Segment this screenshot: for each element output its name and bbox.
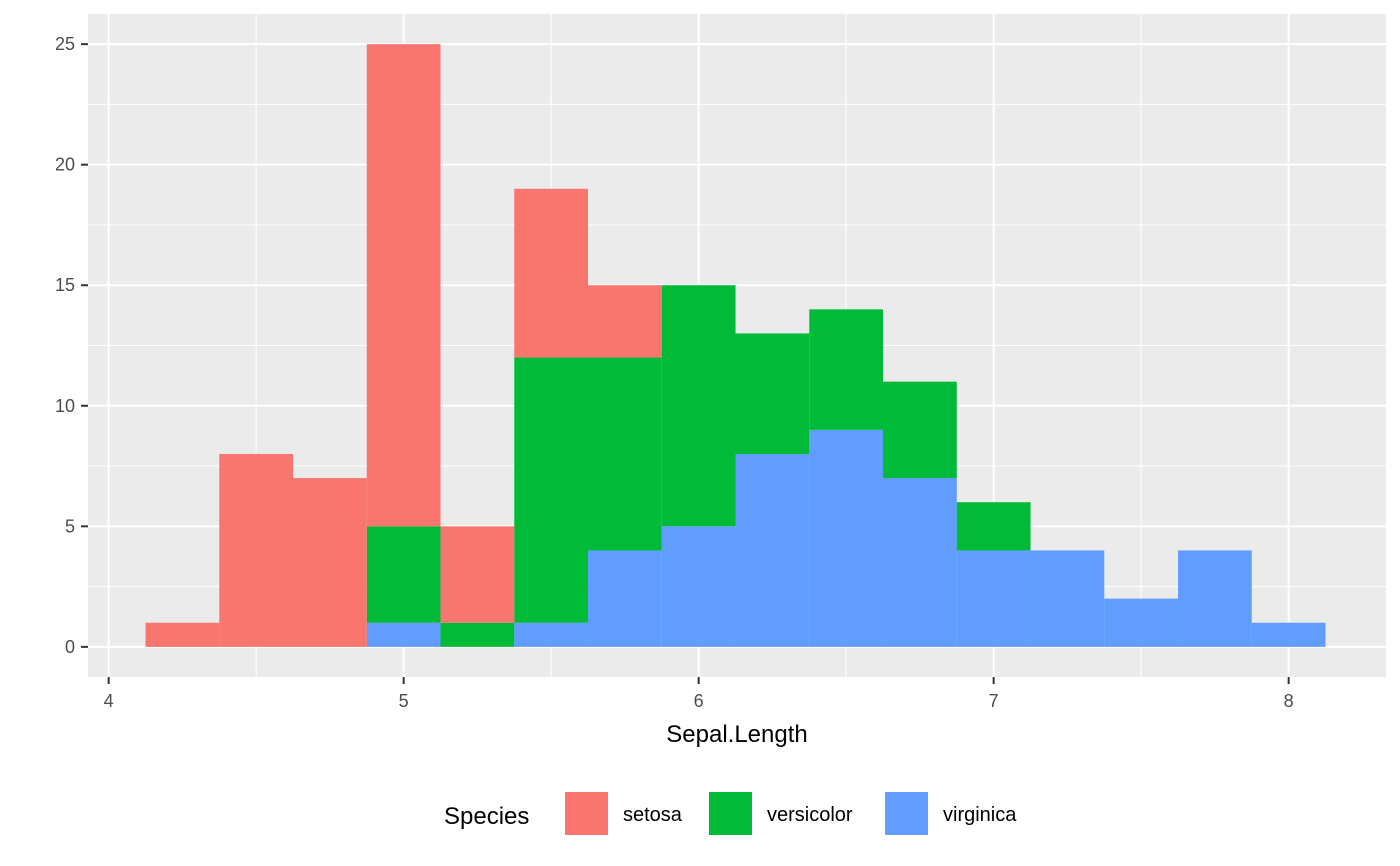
bar-virginica bbox=[514, 622, 589, 647]
x-tick-label: 6 bbox=[694, 691, 704, 711]
legend-key-versicolor bbox=[709, 792, 752, 835]
y-tick-label: 10 bbox=[55, 396, 75, 416]
bar-versicolor bbox=[661, 285, 736, 527]
x-axis: 4 5 6 7 8 bbox=[104, 677, 1294, 711]
bar-virginica bbox=[588, 550, 662, 647]
bar-virginica bbox=[1251, 622, 1326, 647]
bar-versicolor bbox=[514, 357, 589, 623]
bar-setosa bbox=[293, 478, 367, 647]
bar-layer bbox=[145, 44, 1326, 647]
y-tick-label: 0 bbox=[65, 637, 75, 657]
bar-virginica bbox=[366, 622, 441, 647]
bar-virginica bbox=[661, 526, 736, 647]
bar-setosa bbox=[366, 44, 441, 527]
y-tick-label: 20 bbox=[55, 155, 75, 175]
legend-label-versicolor: versicolor bbox=[767, 804, 853, 826]
x-axis-title: Sepal.Length bbox=[666, 721, 807, 748]
legend-key-virginica bbox=[885, 792, 928, 835]
bar-setosa bbox=[145, 622, 220, 647]
bar-setosa bbox=[440, 526, 515, 623]
bar-versicolor bbox=[809, 309, 884, 430]
legend: Species setosa versicolor virginica bbox=[444, 792, 1017, 835]
legend-label-setosa: setosa bbox=[623, 804, 683, 826]
x-tick-label: 7 bbox=[989, 691, 999, 711]
bar-versicolor bbox=[588, 357, 662, 551]
bar-virginica bbox=[1178, 550, 1252, 647]
bar-setosa bbox=[219, 453, 294, 647]
legend-title: Species bbox=[444, 803, 529, 830]
bar-versicolor bbox=[956, 502, 1031, 551]
y-tick-label: 5 bbox=[65, 516, 75, 536]
bar-virginica bbox=[883, 478, 957, 647]
legend-entries: setosa versicolor virginica bbox=[565, 792, 1017, 835]
y-tick-label: 15 bbox=[55, 275, 75, 295]
bar-virginica bbox=[1030, 550, 1105, 647]
bar-versicolor bbox=[735, 333, 810, 454]
bar-setosa bbox=[588, 285, 662, 358]
x-tick-label: 8 bbox=[1284, 691, 1294, 711]
bar-virginica bbox=[735, 453, 810, 647]
legend-key-setosa bbox=[565, 792, 608, 835]
x-tick-label: 5 bbox=[399, 691, 409, 711]
legend-label-virginica: virginica bbox=[943, 804, 1017, 826]
bar-virginica bbox=[809, 429, 884, 647]
bar-virginica bbox=[956, 550, 1031, 647]
bar-virginica bbox=[1104, 598, 1179, 647]
bar-setosa bbox=[514, 188, 589, 358]
y-tick-label: 25 bbox=[55, 34, 75, 54]
x-tick-label: 4 bbox=[104, 691, 114, 711]
bar-versicolor bbox=[366, 526, 441, 623]
bar-versicolor bbox=[883, 381, 957, 479]
bar-versicolor bbox=[440, 622, 515, 647]
y-axis: 0 5 10 15 20 25 bbox=[55, 34, 88, 657]
